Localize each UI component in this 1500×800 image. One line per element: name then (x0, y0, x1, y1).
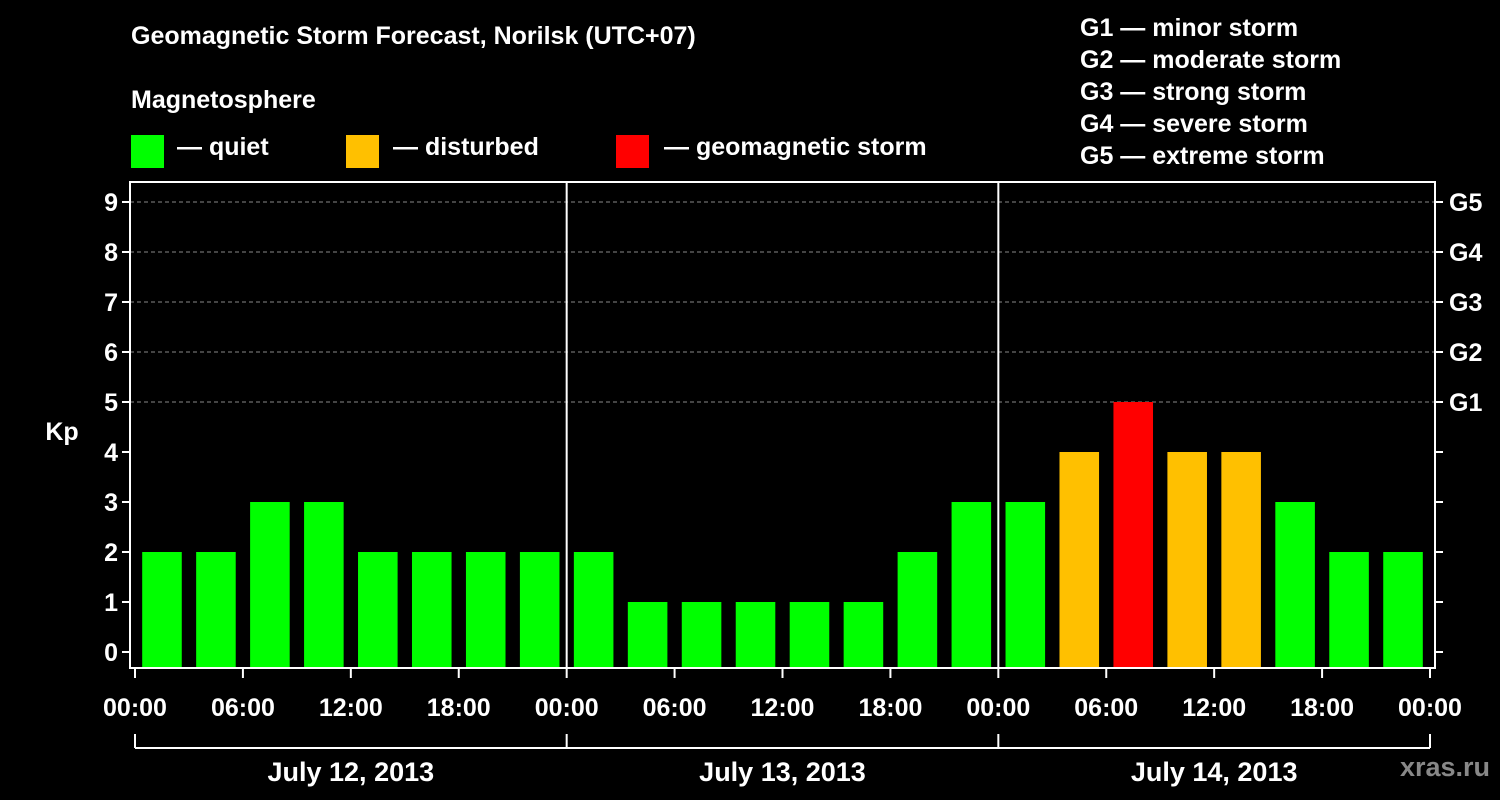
y-tick-label: 7 (104, 289, 118, 317)
y-tick-label: 1 (104, 589, 118, 617)
storm-level-label: G1 (1449, 389, 1482, 417)
storm-level-label: G2 (1449, 339, 1482, 367)
x-tick-label: 18:00 (1290, 694, 1354, 722)
kp-bar (465, 552, 506, 668)
x-tick-label: 18:00 (427, 694, 491, 722)
x-tick-label: 12:00 (1182, 694, 1246, 722)
legend-label-quiet: — quiet (177, 133, 269, 161)
y-tick-label: 6 (104, 339, 118, 367)
kp-bar (897, 552, 938, 668)
y-tick-label: 8 (104, 239, 118, 267)
storm-level-g5: G5 — extreme storm (1080, 142, 1325, 170)
kp-bar (735, 602, 776, 668)
watermark: xras.ru (1399, 752, 1490, 782)
x-tick-label: 00:00 (966, 694, 1030, 722)
kp-bar (1383, 552, 1423, 668)
kp-bar (843, 602, 884, 668)
kp-bar (1275, 502, 1315, 668)
day-label: July 12, 2013 (268, 757, 435, 787)
y-tick-label: 0 (104, 639, 118, 667)
storm-level-label: G4 (1449, 239, 1482, 267)
y-tick-label: 5 (104, 389, 118, 417)
x-tick-label: 06:00 (643, 694, 707, 722)
kp-bar (951, 502, 992, 668)
kp-bar (1167, 452, 1207, 668)
kp-bar (304, 502, 344, 668)
legend-swatch-quiet (131, 135, 164, 168)
kp-bar (358, 552, 398, 668)
y-tick-label: 3 (104, 489, 118, 517)
kp-bar (196, 552, 236, 668)
day-label: July 14, 2013 (1131, 757, 1298, 787)
legend-label-disturbed: — disturbed (393, 133, 539, 161)
kp-bar (411, 552, 452, 668)
kp-bar (250, 502, 290, 668)
kp-bar (681, 602, 722, 668)
kp-bar (1113, 402, 1154, 668)
x-tick-label: 18:00 (858, 694, 922, 722)
kp-bar (1221, 452, 1261, 668)
kp-bar (1059, 452, 1100, 668)
storm-level-g3: G3 — strong storm (1080, 78, 1307, 106)
kp-bar (789, 602, 830, 668)
kp-bar (142, 552, 182, 668)
kp-bar (573, 552, 614, 668)
storm-level-label: G3 (1449, 289, 1482, 317)
storm-level-label: G5 (1449, 189, 1482, 217)
storm-level-g1: G1 — minor storm (1080, 14, 1299, 42)
kp-bar (627, 602, 668, 668)
y-tick-label: 4 (104, 439, 118, 467)
x-tick-label: 00:00 (1398, 694, 1462, 722)
legend-label-storm: — geomagnetic storm (664, 133, 927, 161)
y-tick-label: 9 (104, 189, 118, 217)
x-tick-label: 00:00 (535, 694, 599, 722)
y-axis-label: Kp (45, 418, 78, 446)
kp-bar (1329, 552, 1369, 668)
chart-subtitle: Magnetosphere (131, 86, 316, 114)
chart-title: Geomagnetic Storm Forecast, Norilsk (UTC… (131, 22, 696, 50)
kp-bar (519, 552, 560, 668)
x-tick-label: 12:00 (751, 694, 815, 722)
y-tick-label: 2 (104, 539, 118, 567)
x-tick-label: 12:00 (319, 694, 383, 722)
day-label: July 13, 2013 (699, 757, 866, 787)
x-tick-label: 06:00 (211, 694, 275, 722)
legend-swatch-storm (616, 135, 649, 168)
storm-level-g2: G2 — moderate storm (1080, 46, 1342, 74)
legend-swatch-disturbed (346, 135, 379, 168)
storm-level-g4: G4 — severe storm (1080, 110, 1308, 138)
x-tick-label: 00:00 (103, 694, 167, 722)
kp-bar (1005, 502, 1046, 668)
x-tick-label: 06:00 (1074, 694, 1138, 722)
